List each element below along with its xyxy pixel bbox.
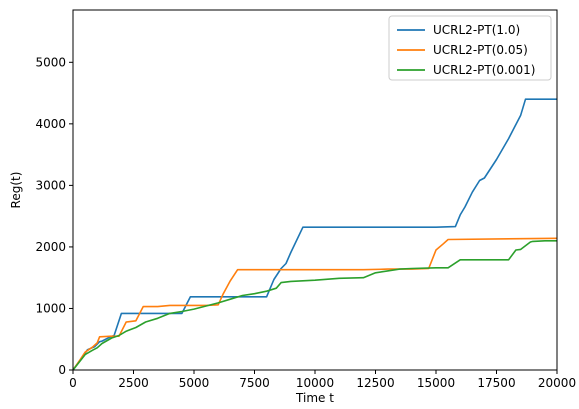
y-tick-label: 4000 (35, 117, 66, 131)
y-tick-label: 1000 (35, 301, 66, 315)
x-tick-label: 0 (69, 376, 77, 390)
x-tick-label: 2500 (118, 376, 149, 390)
x-axis: 0 2500 5000 7500 10000 12500 15000 17500 20000 (69, 370, 576, 390)
x-tick-label: 17500 (477, 376, 515, 390)
x-tick-label: 15000 (417, 376, 455, 390)
legend: UCRL2-PT(1.0) UCRL2-PT(0.05) UCRL2-PT(0.00… (388, 15, 552, 81)
x-tick-label: 20000 (538, 376, 576, 390)
legend-label-1: UCRL2-PT(0.05) (433, 43, 528, 57)
x-tick-label: 10000 (296, 376, 334, 390)
legend-label-2: UCRL2-PT(0.001) (433, 63, 535, 77)
y-tick-label: 5000 (35, 55, 66, 69)
legend-label-0: UCRL2-PT(1.0) (433, 23, 520, 37)
y-axis-title: Reg(t) (9, 172, 23, 209)
y-tick-label: 3000 (35, 178, 66, 192)
y-tick-label: 2000 (35, 240, 66, 254)
series-line-1 (72, 237, 558, 371)
y-axis: 0 1000 2000 3000 4000 5000 (35, 55, 73, 377)
x-tick-label: 12500 (356, 376, 394, 390)
x-tick-label: 7500 (239, 376, 270, 390)
series-line-0 (72, 98, 557, 371)
x-tick-label: 5000 (179, 376, 210, 390)
y-tick-label: 0 (58, 363, 66, 377)
series-layer (72, 98, 558, 371)
legend-box (388, 15, 552, 81)
x-axis-title: Time t (295, 391, 334, 405)
series-line-2 (72, 240, 557, 371)
